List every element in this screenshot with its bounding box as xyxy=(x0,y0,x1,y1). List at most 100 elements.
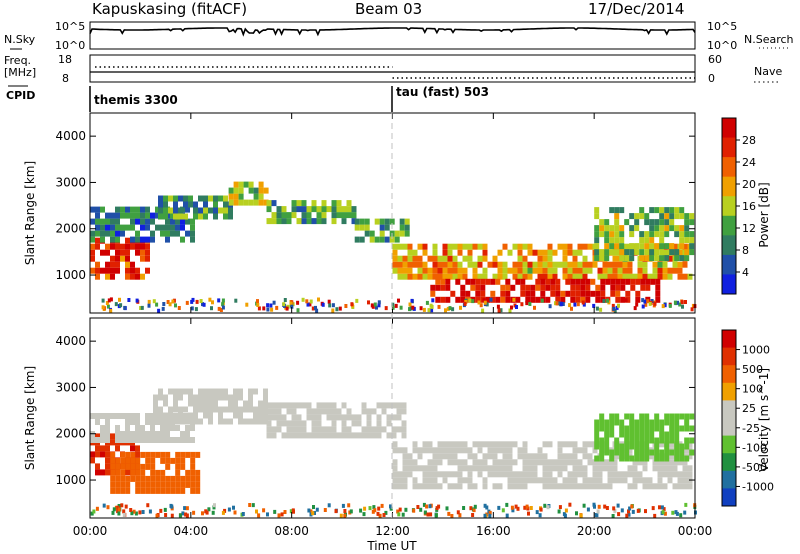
heatmap-cell xyxy=(178,406,183,413)
heatmap-cell xyxy=(558,505,562,510)
heatmap-cell xyxy=(271,408,277,415)
heatmap-cell xyxy=(520,290,526,297)
heatmap-cell xyxy=(115,445,120,452)
heatmap-cell xyxy=(311,414,317,421)
heatmap-cell xyxy=(455,296,461,303)
heatmap-cell xyxy=(311,420,317,427)
heatmap-cell xyxy=(115,230,120,237)
heatmap-cell xyxy=(326,402,332,409)
heatmap-cell xyxy=(145,212,150,219)
heatmap-cell xyxy=(644,443,650,450)
heatmap-cell xyxy=(402,267,408,274)
heatmap-cell xyxy=(203,201,208,208)
heatmap-cell xyxy=(341,414,347,421)
heatmap-cell xyxy=(266,426,272,433)
heatmap-cell xyxy=(223,418,228,425)
heatmap-cell xyxy=(120,413,125,419)
heatmap-cell xyxy=(614,243,620,250)
heatmap-cell xyxy=(208,406,213,413)
heatmap-cell xyxy=(622,267,628,274)
heatmap-cell xyxy=(560,296,566,303)
heatmap-cell xyxy=(392,447,398,454)
heatmap-cell xyxy=(662,465,668,472)
heatmap-cell xyxy=(609,243,615,250)
heatmap-cell xyxy=(570,284,576,291)
heatmap-cell xyxy=(341,432,347,439)
heatmap-cell xyxy=(507,447,513,454)
heatmap-cell xyxy=(105,249,110,256)
heatmap-cell xyxy=(447,249,453,256)
heatmap-cell xyxy=(679,207,685,214)
heatmap-cell xyxy=(689,249,695,256)
heatmap-cell xyxy=(627,512,631,517)
heatmap-cell xyxy=(467,243,473,250)
heatmap-cell xyxy=(689,231,695,238)
heatmap-cell xyxy=(95,267,100,274)
heatmap-cell xyxy=(517,249,523,256)
heatmap-cell xyxy=(296,300,300,305)
heatmap-cell xyxy=(582,441,588,448)
heatmap-cell xyxy=(105,413,110,419)
heatmap-cell xyxy=(627,465,633,472)
heatmap-cell xyxy=(508,308,512,313)
heatmap-cell xyxy=(145,249,150,256)
heatmap-cell xyxy=(170,487,176,494)
heatmap-cell xyxy=(95,413,100,419)
heatmap-cell xyxy=(615,305,619,310)
heatmap-cell xyxy=(185,481,191,488)
heatmap-cell xyxy=(105,212,110,219)
heatmap-cell xyxy=(682,459,688,466)
heatmap-cell xyxy=(120,230,125,237)
heatmap-cell xyxy=(258,181,264,188)
heatmap-cell xyxy=(100,451,105,458)
heatmap-cell xyxy=(648,301,652,306)
heatmap-cell xyxy=(170,504,174,509)
heatmap-cell xyxy=(175,487,181,494)
heatmap-cell xyxy=(194,307,198,312)
heatmap-cell xyxy=(612,255,618,262)
heatmap-cell xyxy=(258,187,264,194)
heatmap-cell xyxy=(572,255,578,262)
heatmap-cell xyxy=(419,507,423,512)
heatmap-cell xyxy=(570,290,576,297)
heatmap-cell xyxy=(507,483,513,490)
heatmap-cell xyxy=(115,487,121,494)
heatmap-cell xyxy=(140,487,146,494)
heatmap-cell xyxy=(674,425,680,432)
heatmap-cell xyxy=(684,455,690,462)
heatmap-cell xyxy=(610,290,616,297)
heatmap-cell xyxy=(120,481,126,488)
heatmap-cell xyxy=(95,206,100,213)
heatmap-cell xyxy=(100,425,105,431)
heatmap-cell xyxy=(432,255,438,262)
heatmap-cell xyxy=(106,304,110,309)
heatmap-cell xyxy=(604,443,610,450)
heatmap-cell xyxy=(617,471,623,478)
heatmap-cell xyxy=(380,503,384,508)
cpid-strip: CPID themis 3300 tau (fast) 503 xyxy=(6,85,489,112)
heatmap-cell xyxy=(492,255,498,262)
heatmap-cell xyxy=(522,441,528,448)
heatmap-cell xyxy=(404,218,410,225)
heatmap-cell xyxy=(376,426,382,433)
heatmap-cell xyxy=(263,394,268,401)
heatmap-cell xyxy=(542,267,548,274)
heatmap-cell xyxy=(422,477,428,484)
heatmap-cell xyxy=(286,402,292,409)
heatmap-cell xyxy=(517,453,523,460)
heatmap-cell xyxy=(619,231,625,238)
heatmap-cell xyxy=(659,449,665,456)
heatmap-cell xyxy=(612,261,618,268)
heatmap-cell xyxy=(346,206,352,213)
heatmap-cell xyxy=(659,225,665,232)
heatmap-cell xyxy=(507,459,513,466)
heatmap-cell xyxy=(120,212,125,219)
heatmap-cell xyxy=(568,303,572,308)
heatmap-cell xyxy=(457,459,463,466)
heatmap-cell xyxy=(331,218,337,225)
heatmap-cell xyxy=(552,273,558,280)
heatmap-cell xyxy=(402,447,408,454)
heatmap-cell xyxy=(684,225,690,232)
heatmap-cell xyxy=(535,284,541,291)
heatmap-cell xyxy=(680,300,684,305)
